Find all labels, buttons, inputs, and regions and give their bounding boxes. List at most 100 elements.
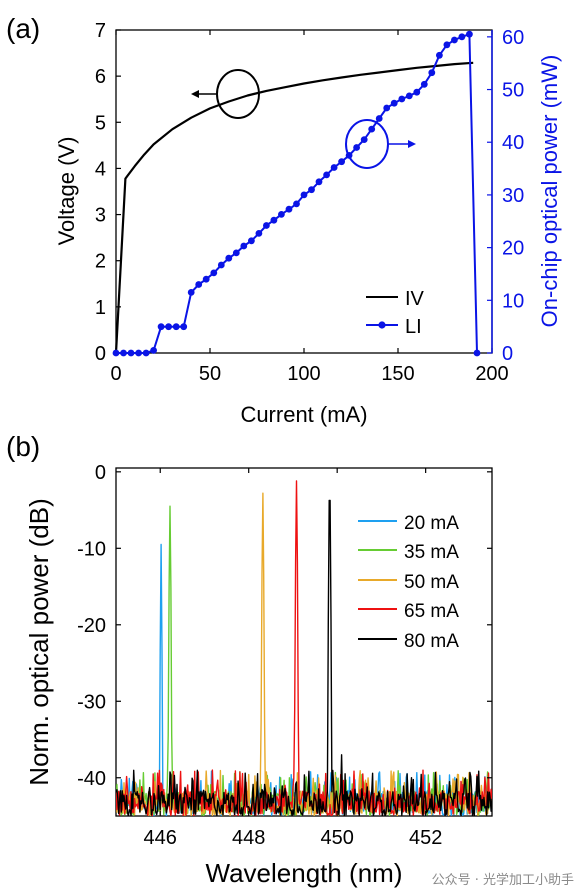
li-data-point [315, 178, 323, 186]
y-tick-label: -20 [77, 615, 106, 637]
li-data-point [473, 349, 481, 357]
legend-li-marker [378, 321, 386, 329]
legend-50ma-label: 50 mA [404, 572, 459, 593]
li-data-point [157, 323, 165, 331]
panel-b-y-ticks: 0 -10 -20 -30 -40 [77, 462, 492, 790]
li-data-point [225, 254, 233, 262]
li-data-point [285, 205, 293, 213]
li-data-point [375, 115, 383, 122]
iv-series-line [114, 61, 474, 354]
li-data-point [165, 323, 173, 331]
li-data-point [458, 33, 466, 41]
x-tick-label: 200 [475, 363, 508, 385]
li-data-point [353, 144, 360, 151]
y-tick-label: 0 [95, 462, 106, 484]
panel-b-legend: 20 mA 35 mA 50 mA 65 mA 80 mA [358, 513, 459, 652]
y-tick-label: 3 [95, 205, 106, 227]
li-data-point [248, 237, 255, 245]
panel-b-x-axis-label: Wavelength (nm) [206, 858, 403, 888]
y2-tick-label: 0 [502, 343, 513, 365]
watermark: 公众号 · 光学加工小助手 [431, 873, 574, 888]
li-data-point [360, 136, 368, 144]
panel-a-y-ticks: 0 1 2 3 4 5 6 7 [95, 20, 121, 365]
li-data-point [150, 347, 158, 354]
y2-tick-label: 20 [502, 238, 524, 260]
li-data-point [466, 30, 473, 38]
li-data-point [398, 95, 406, 103]
li-data-point [112, 349, 120, 357]
legend-20ma-label: 20 mA [404, 513, 459, 534]
panel-b-series [116, 480, 492, 816]
x-tick-label: 0 [110, 363, 121, 385]
panel-b-label: (b) [6, 431, 40, 462]
panel-a-x-ticks: 0 50 100 150 200 [110, 30, 509, 385]
panel-b-plot-frame [115, 467, 493, 817]
y-tick-label: 5 [95, 112, 106, 134]
li-data-point [255, 230, 263, 237]
li-data-point [390, 99, 398, 107]
y-tick-label: -30 [77, 691, 106, 713]
x-tick-label: 446 [144, 827, 177, 849]
x-tick-label: 452 [409, 827, 442, 849]
li-data-point [195, 281, 203, 288]
y-tick-label: 1 [95, 297, 106, 319]
x-tick-label: 450 [320, 827, 353, 849]
li-data-point [270, 216, 278, 224]
li-data-point [120, 349, 127, 357]
y2-tick-label: 60 [502, 27, 524, 49]
x-tick-label: 50 [199, 363, 221, 385]
y-tick-label: 0 [95, 343, 106, 365]
li-data-point [323, 171, 330, 179]
panel-b-y-axis-label: Norm. optical power (dB) [24, 498, 54, 786]
panel-a-series [112, 30, 481, 357]
li-data-point [232, 249, 240, 257]
li-data-point [383, 104, 391, 112]
li-data-point [210, 269, 218, 277]
x-tick-label: 100 [287, 363, 320, 385]
li-data-point [202, 275, 210, 283]
panel-b: (b) 446 448 450 452 0 -10 -20 -30 -40 Wavelengt… [6, 431, 493, 888]
li-data-point [187, 289, 195, 296]
panel-a-label: (a) [6, 13, 40, 44]
li-data-point [263, 222, 270, 229]
iv-annotation-arrowhead [191, 90, 199, 98]
y-tick-label: 2 [95, 251, 106, 273]
panel-a-y2-axis-label: On-chip optical power (mW) [537, 55, 562, 328]
li-data-point [308, 186, 315, 194]
li-data-point [436, 51, 443, 59]
li-data-point [330, 164, 338, 171]
legend-80ma-label: 80 mA [404, 631, 459, 652]
li-data-point [300, 191, 308, 199]
panel-a-legend: IV LI [366, 288, 425, 338]
spectrum-line-80ma [116, 499, 492, 816]
li-data-point [428, 69, 436, 77]
li-data-point [172, 323, 180, 331]
li-data-point [451, 36, 458, 44]
li-data-point [413, 88, 421, 96]
li-annotation-circle [345, 119, 389, 169]
y-tick-label: 7 [95, 20, 106, 42]
panel-a-y2-ticks: 0 10 20 30 40 50 60 [487, 27, 524, 365]
y2-tick-label: 30 [502, 185, 524, 207]
li-data-point [368, 125, 376, 133]
panel-a-x-axis-label: Current (mA) [240, 402, 367, 427]
panel-b-x-ticks: 446 448 450 452 [144, 468, 442, 849]
legend-35ma-label: 35 mA [404, 542, 459, 563]
li-data-point [217, 261, 225, 269]
legend-li-label: LI [405, 316, 422, 338]
y2-tick-label: 40 [502, 132, 524, 154]
li-data-point [293, 200, 300, 208]
y-tick-label: 4 [95, 158, 106, 180]
li-data-point [180, 323, 188, 331]
panel-a-y-axis-label: Voltage (V) [54, 137, 79, 246]
y2-tick-label: 10 [502, 290, 524, 312]
y2-tick-label: 50 [502, 80, 524, 102]
li-annotation-arrowhead [408, 140, 416, 148]
x-tick-label: 448 [232, 827, 265, 849]
legend-65ma-label: 65 mA [404, 601, 459, 622]
y-tick-label: -10 [77, 538, 106, 560]
li-data-point [443, 41, 451, 49]
li-data-point [135, 349, 143, 357]
legend-iv-label: IV [405, 288, 425, 310]
